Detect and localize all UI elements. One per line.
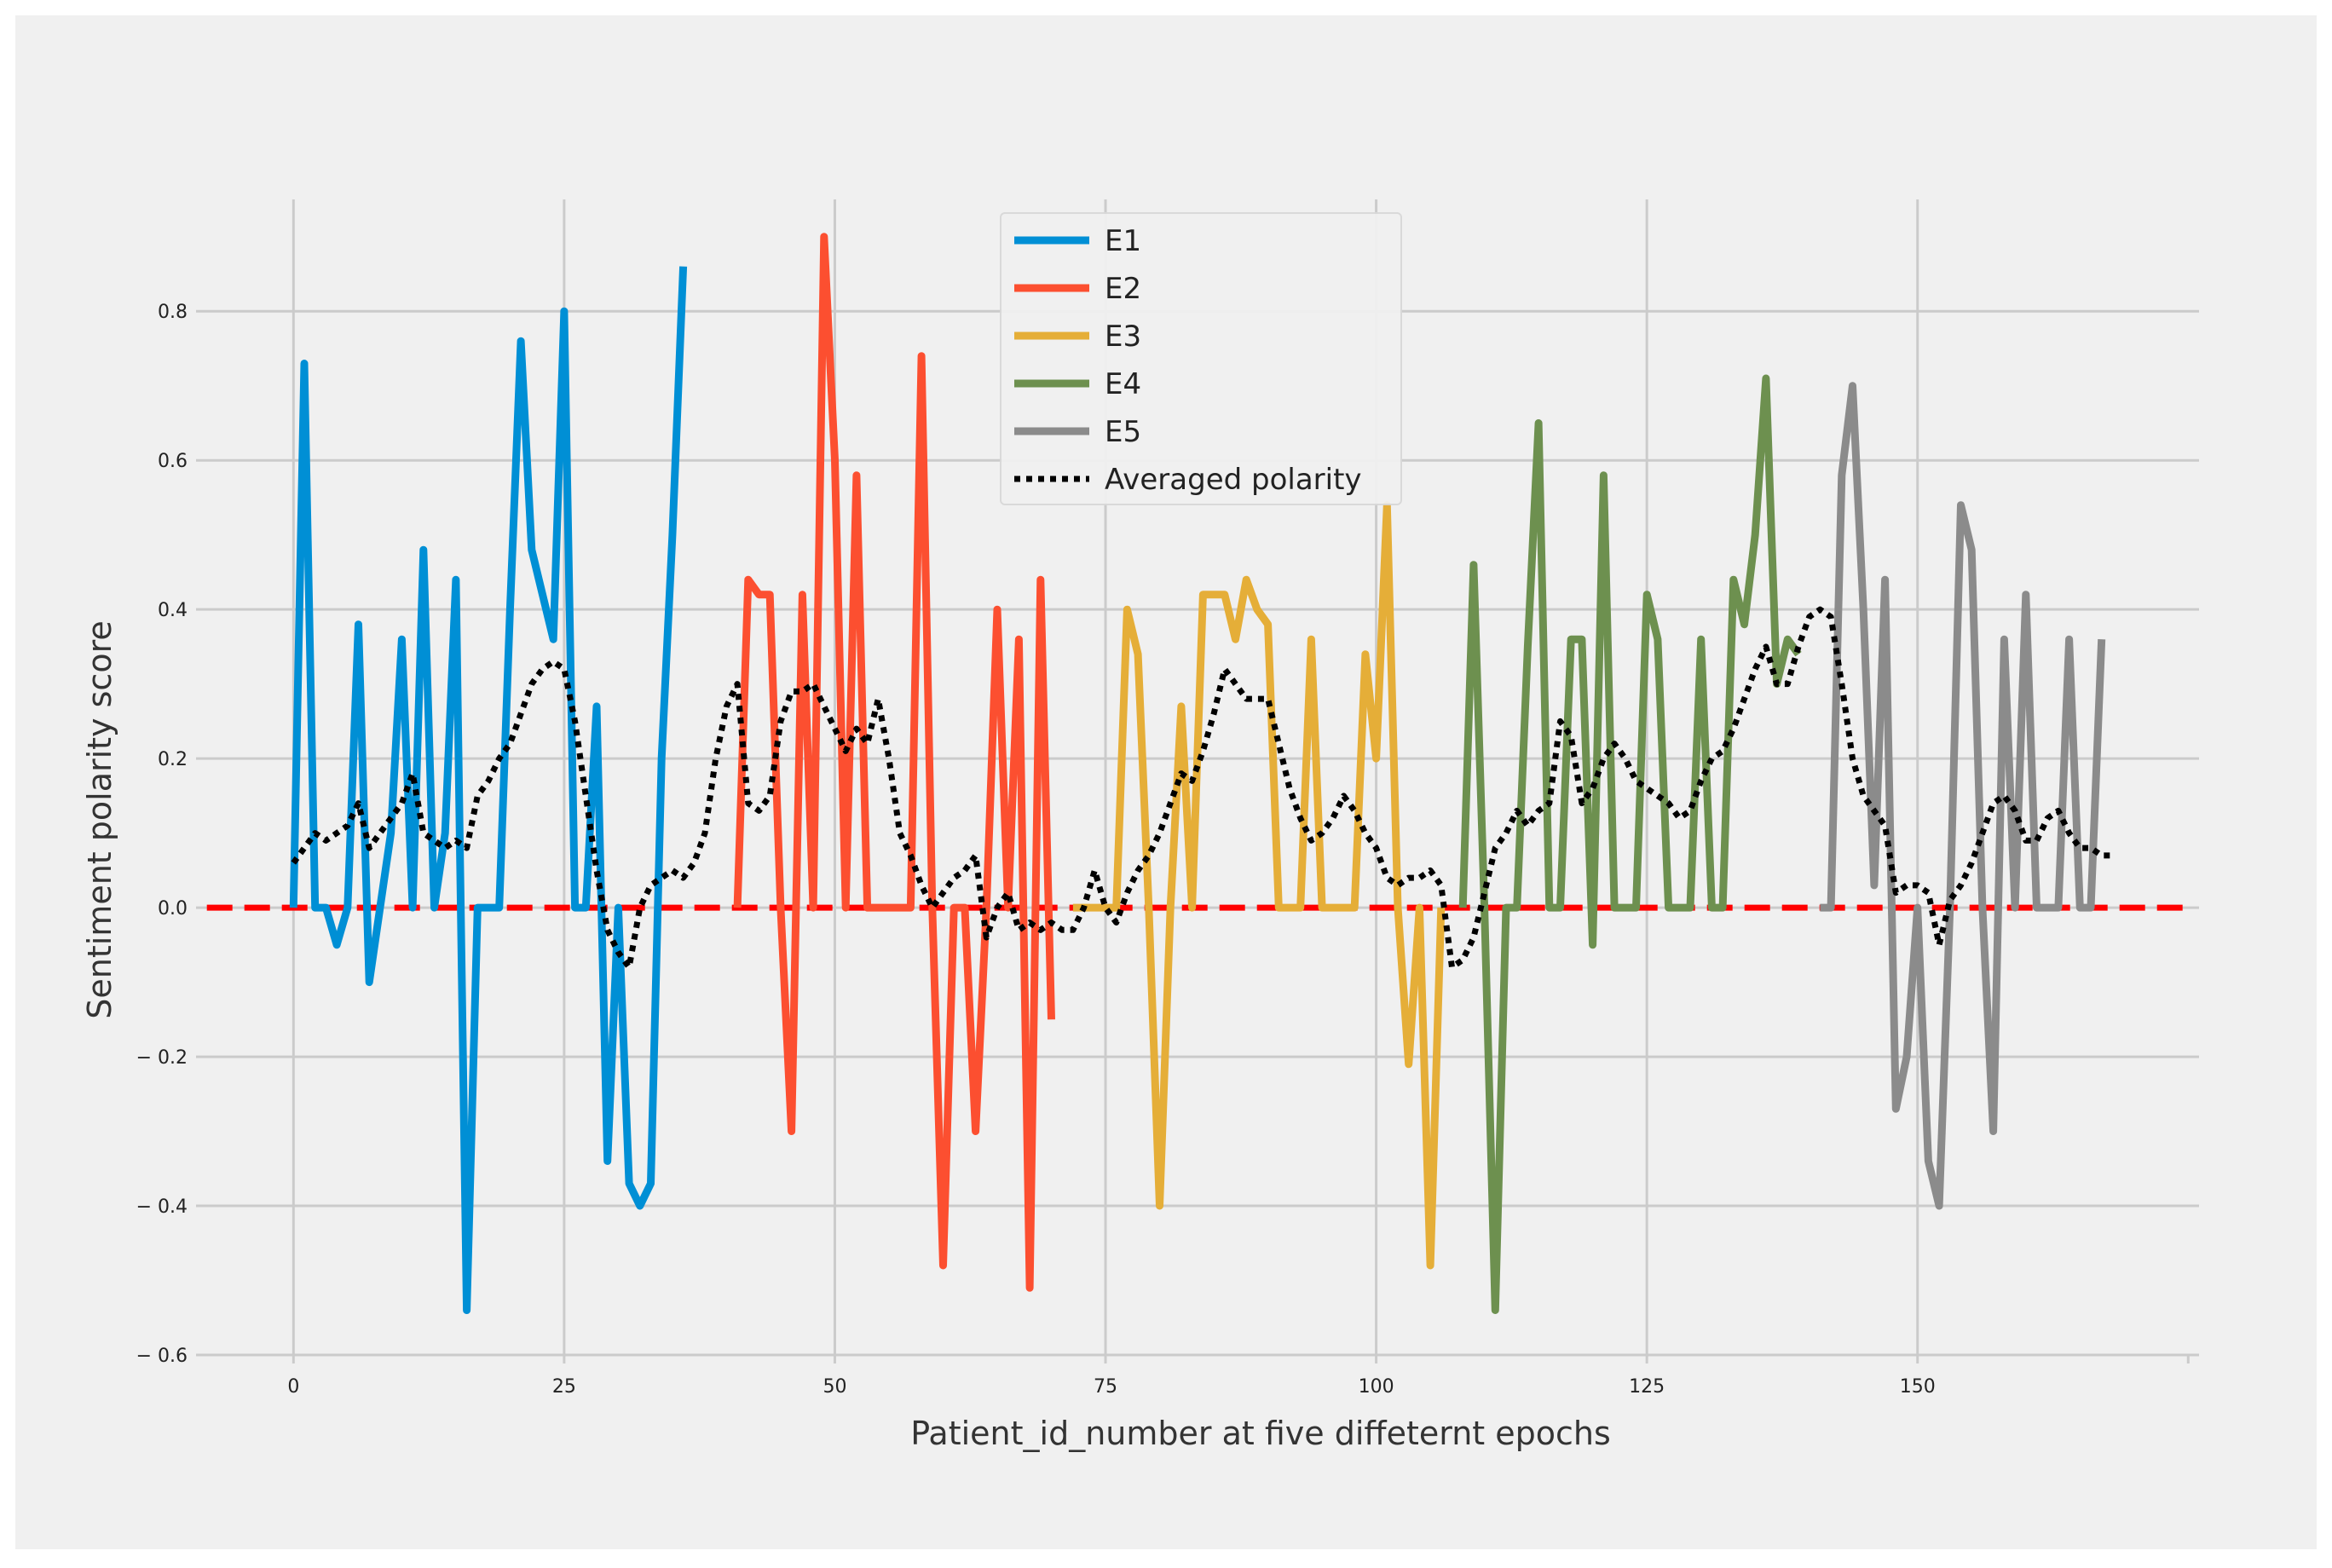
x-axis-label: Patient_id_number at five diffeternt epo… — [910, 1415, 1611, 1452]
legend-label: E5 — [1105, 415, 1141, 449]
legend: E1 E2 E3 E4 E5 Averaged polarity — [1000, 212, 1402, 505]
legend-label: E3 — [1105, 320, 1141, 354]
axes: 0 25 50 75 100 125 150 − 0.6 − 0.4 − 0.2 0.0 0.2 0.4… — [136, 302, 2190, 1398]
y-tick-label: − 0.4 — [136, 1196, 188, 1218]
y-tick-label: 0.4 — [158, 600, 188, 621]
averaged-polarity-line — [291, 606, 2113, 971]
legend-label: Averaged polarity — [1105, 463, 1362, 497]
legend-box — [1000, 212, 1402, 505]
series-group — [289, 233, 2113, 1314]
legend-label: E2 — [1105, 272, 1141, 306]
y-tick-label: − 0.2 — [136, 1047, 188, 1069]
x-tick-label: 150 — [1900, 1376, 1936, 1398]
y-tick-label: − 0.6 — [136, 1346, 188, 1367]
y-tick-label: 0.6 — [158, 451, 188, 472]
x-tick-label: 125 — [1629, 1376, 1665, 1398]
series-line-e3 — [1072, 501, 1446, 1270]
series-line-e1 — [289, 266, 688, 1314]
series-line-e4 — [1458, 374, 1802, 1314]
y-tick-label: 0.0 — [158, 898, 188, 919]
y-axis-label: Sentiment polarity score — [81, 620, 118, 1018]
x-tick-label: 50 — [823, 1376, 846, 1398]
y-tick-label: 0.2 — [158, 749, 188, 770]
series-line-e2 — [733, 233, 1055, 1292]
x-tick-label: 25 — [552, 1376, 576, 1398]
legend-label: E1 — [1105, 224, 1141, 258]
y-tick-label: 0.8 — [158, 302, 188, 323]
x-tick-label: 100 — [1359, 1376, 1394, 1398]
x-tick-label: 75 — [1094, 1376, 1117, 1398]
x-tick-label: 0 — [287, 1376, 299, 1398]
legend-label: E4 — [1105, 367, 1141, 401]
series-line-e5 — [1820, 382, 2106, 1210]
